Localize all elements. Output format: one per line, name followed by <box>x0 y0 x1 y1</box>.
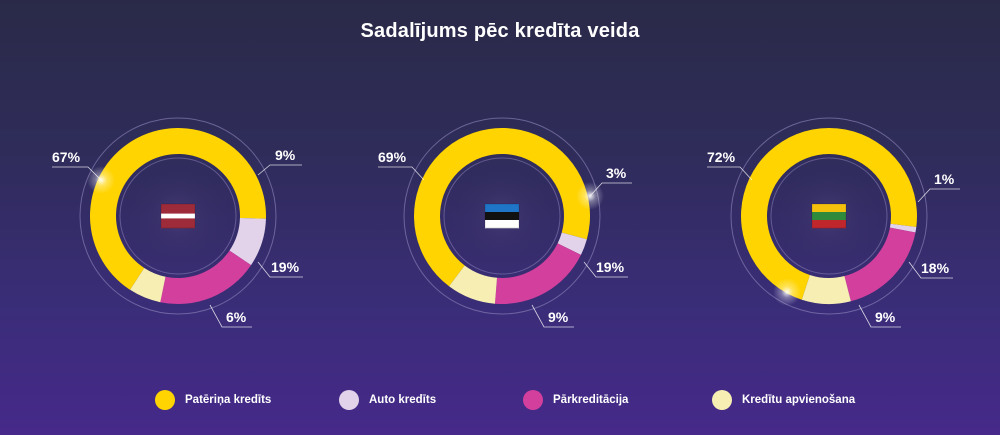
latvia-flag-icon <box>148 186 208 246</box>
flag-stripe <box>812 220 846 229</box>
flag-stripe <box>161 204 195 214</box>
sparkle-highlight <box>87 166 115 194</box>
flag-stripe <box>812 212 846 221</box>
leader-line <box>917 188 960 203</box>
legend-label: Patēriņa kredīts <box>185 394 272 406</box>
donut-segment <box>89 128 266 290</box>
legend-item-refinancing: Pārkreditācija <box>523 390 628 410</box>
lithuania-flag-icon <box>799 186 859 246</box>
donut-chart: 69% 3% 19% 9% <box>378 117 632 328</box>
legend-dot-icon <box>523 390 543 410</box>
legend-label: Auto kredīts <box>369 394 437 406</box>
donut-segment <box>557 232 587 255</box>
leader-line <box>257 261 303 278</box>
data-label: 19% <box>271 259 300 275</box>
legend-dot-icon <box>339 390 359 410</box>
legend-item-credit-consolidation: Kredītu apvienošana <box>712 390 855 410</box>
data-label: 19% <box>596 259 625 275</box>
legend-item-consumer-credit: Patēriņa kredīts <box>155 390 271 410</box>
leader-line <box>858 304 901 328</box>
flag-stripe <box>161 218 195 229</box>
outer-ring <box>79 117 277 315</box>
flag-stripe <box>812 204 846 213</box>
flag-border <box>160 203 196 229</box>
chart-title: Sadalījums pēc kredīta veida <box>360 20 640 42</box>
sparkle-highlight <box>576 182 604 210</box>
inner-ring <box>119 157 237 275</box>
data-label: 9% <box>275 147 296 163</box>
legend-label: Pārkreditācija <box>553 394 629 406</box>
legend-dot-icon <box>712 390 732 410</box>
data-label: 67% <box>52 149 81 165</box>
leader-line <box>707 166 753 181</box>
legend-item-auto-credit: Auto kredīts <box>339 390 436 410</box>
legend: Patēriņa kredīts Auto kredīts Pārkreditā… <box>0 390 1000 414</box>
estonia-flag-icon <box>472 186 532 246</box>
donut-chart: 72% 1% 18% 9% <box>707 117 960 328</box>
donut-segment <box>889 223 917 233</box>
donut-segment <box>801 274 851 304</box>
donut-segment <box>494 243 581 304</box>
data-label: 9% <box>548 309 569 325</box>
data-label: 6% <box>226 309 247 325</box>
data-label: 3% <box>606 165 627 181</box>
outer-ring <box>730 117 928 315</box>
donut-chart: 67% 9% 19% 6% <box>52 117 303 328</box>
donut-segment <box>130 267 166 303</box>
flag-border <box>811 203 847 229</box>
leader-line <box>908 261 953 279</box>
inner-ring <box>443 157 561 275</box>
outer-ring <box>403 117 601 315</box>
donut-segment <box>229 217 266 266</box>
data-label: 18% <box>921 260 950 276</box>
data-label: 69% <box>378 149 407 165</box>
flag-stripe <box>485 204 519 213</box>
flag-stripe <box>161 213 195 219</box>
inner-ring <box>770 157 888 275</box>
data-label: 1% <box>934 171 955 187</box>
data-label: 72% <box>707 149 736 165</box>
flag-stripe <box>485 220 519 229</box>
leader-line <box>378 166 425 181</box>
flag-stripe <box>485 212 519 221</box>
leader-line <box>531 304 574 328</box>
donut-segment <box>844 227 916 302</box>
leader-line <box>583 261 628 278</box>
leader-line <box>209 304 252 328</box>
flag-border <box>484 203 520 229</box>
donut-segment <box>741 128 917 300</box>
donut-segment <box>160 250 252 304</box>
legend-label: Kredītu apvienošana <box>742 394 856 406</box>
data-label: 9% <box>875 309 896 325</box>
leader-line <box>257 164 302 176</box>
donut-segment <box>414 128 590 287</box>
legend-dot-icon <box>155 390 175 410</box>
donut-segment <box>449 265 498 304</box>
sparkle-highlight <box>773 278 801 306</box>
